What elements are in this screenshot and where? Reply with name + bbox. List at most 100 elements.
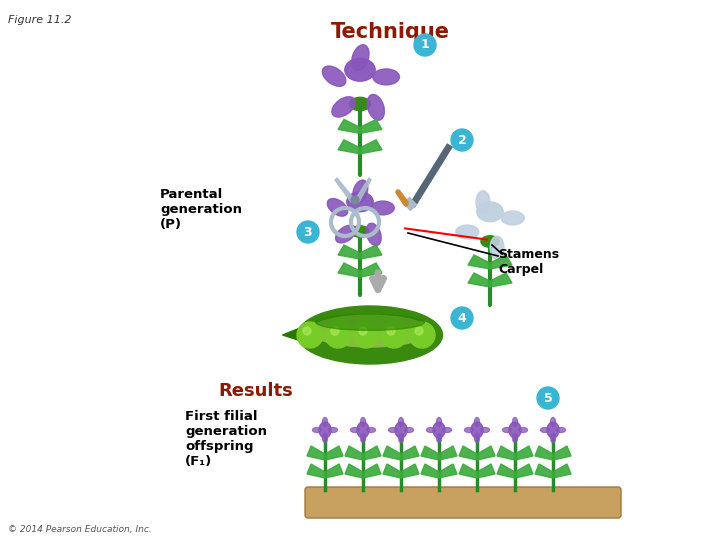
Ellipse shape <box>436 434 441 442</box>
Polygon shape <box>307 464 325 478</box>
Polygon shape <box>355 178 371 202</box>
Polygon shape <box>439 446 457 460</box>
Ellipse shape <box>323 434 328 442</box>
Ellipse shape <box>357 422 369 438</box>
Ellipse shape <box>323 417 328 427</box>
Text: Parental
generation
(P): Parental generation (P) <box>160 188 242 231</box>
Ellipse shape <box>349 97 371 111</box>
Polygon shape <box>282 327 307 343</box>
Polygon shape <box>421 464 439 478</box>
Ellipse shape <box>474 434 480 442</box>
Text: © 2014 Pearson Education, Inc.: © 2014 Pearson Education, Inc. <box>8 525 152 534</box>
Ellipse shape <box>501 211 524 225</box>
Ellipse shape <box>367 94 384 120</box>
Ellipse shape <box>395 422 407 438</box>
Ellipse shape <box>361 417 366 427</box>
Circle shape <box>359 327 367 335</box>
Ellipse shape <box>477 202 503 222</box>
Polygon shape <box>383 464 401 478</box>
Polygon shape <box>421 446 439 460</box>
Polygon shape <box>360 263 382 277</box>
Ellipse shape <box>547 422 559 438</box>
Ellipse shape <box>323 66 346 86</box>
Circle shape <box>414 34 436 56</box>
Ellipse shape <box>398 434 403 442</box>
Ellipse shape <box>481 236 499 247</box>
Circle shape <box>303 327 311 335</box>
Polygon shape <box>401 464 419 478</box>
Ellipse shape <box>456 225 479 239</box>
Circle shape <box>351 196 359 204</box>
Ellipse shape <box>345 58 375 81</box>
Polygon shape <box>398 192 408 204</box>
Polygon shape <box>345 464 363 478</box>
Text: Stamens
Carpel: Stamens Carpel <box>498 248 559 276</box>
Ellipse shape <box>373 69 400 85</box>
Ellipse shape <box>310 315 429 347</box>
Polygon shape <box>325 464 343 478</box>
Polygon shape <box>477 464 495 478</box>
Ellipse shape <box>541 428 549 433</box>
Polygon shape <box>360 245 382 259</box>
Ellipse shape <box>476 191 490 214</box>
Ellipse shape <box>297 306 443 364</box>
Text: Technique: Technique <box>330 22 449 42</box>
Polygon shape <box>363 464 381 478</box>
Polygon shape <box>490 255 512 269</box>
Polygon shape <box>338 119 360 133</box>
Text: 4: 4 <box>458 312 467 325</box>
Polygon shape <box>307 446 325 460</box>
Circle shape <box>353 322 379 348</box>
Ellipse shape <box>551 434 556 442</box>
Polygon shape <box>338 140 360 154</box>
Ellipse shape <box>551 417 556 427</box>
Polygon shape <box>325 446 343 460</box>
Ellipse shape <box>398 417 403 427</box>
Polygon shape <box>401 446 419 460</box>
Circle shape <box>297 322 323 348</box>
Text: 1: 1 <box>420 38 429 51</box>
Ellipse shape <box>347 192 373 212</box>
Circle shape <box>451 129 473 151</box>
Ellipse shape <box>328 428 338 433</box>
Circle shape <box>451 307 473 329</box>
Text: 5: 5 <box>544 392 552 404</box>
Text: 3: 3 <box>304 226 312 239</box>
Polygon shape <box>535 446 553 460</box>
Polygon shape <box>468 255 490 269</box>
Polygon shape <box>553 464 571 478</box>
Ellipse shape <box>471 422 483 438</box>
Circle shape <box>415 327 423 335</box>
Ellipse shape <box>361 434 366 442</box>
Ellipse shape <box>371 201 395 215</box>
Circle shape <box>297 221 319 243</box>
Ellipse shape <box>352 45 369 71</box>
Text: 2: 2 <box>458 133 467 146</box>
Ellipse shape <box>336 225 356 243</box>
Circle shape <box>331 327 339 335</box>
Ellipse shape <box>328 199 348 216</box>
Ellipse shape <box>315 314 424 330</box>
Polygon shape <box>360 140 382 154</box>
Ellipse shape <box>503 428 511 433</box>
Ellipse shape <box>474 417 480 427</box>
Ellipse shape <box>490 236 504 259</box>
Circle shape <box>537 387 559 409</box>
Ellipse shape <box>436 417 441 427</box>
Circle shape <box>325 322 351 348</box>
Polygon shape <box>360 119 382 133</box>
Polygon shape <box>335 178 355 202</box>
Circle shape <box>381 322 407 348</box>
Circle shape <box>409 322 435 348</box>
Polygon shape <box>338 245 360 259</box>
Ellipse shape <box>353 180 368 202</box>
Ellipse shape <box>351 428 359 433</box>
Polygon shape <box>515 464 533 478</box>
Ellipse shape <box>433 422 445 438</box>
Polygon shape <box>338 263 360 277</box>
Polygon shape <box>439 464 457 478</box>
Ellipse shape <box>312 428 322 433</box>
Polygon shape <box>497 446 515 460</box>
Ellipse shape <box>464 428 474 433</box>
Polygon shape <box>459 446 477 460</box>
